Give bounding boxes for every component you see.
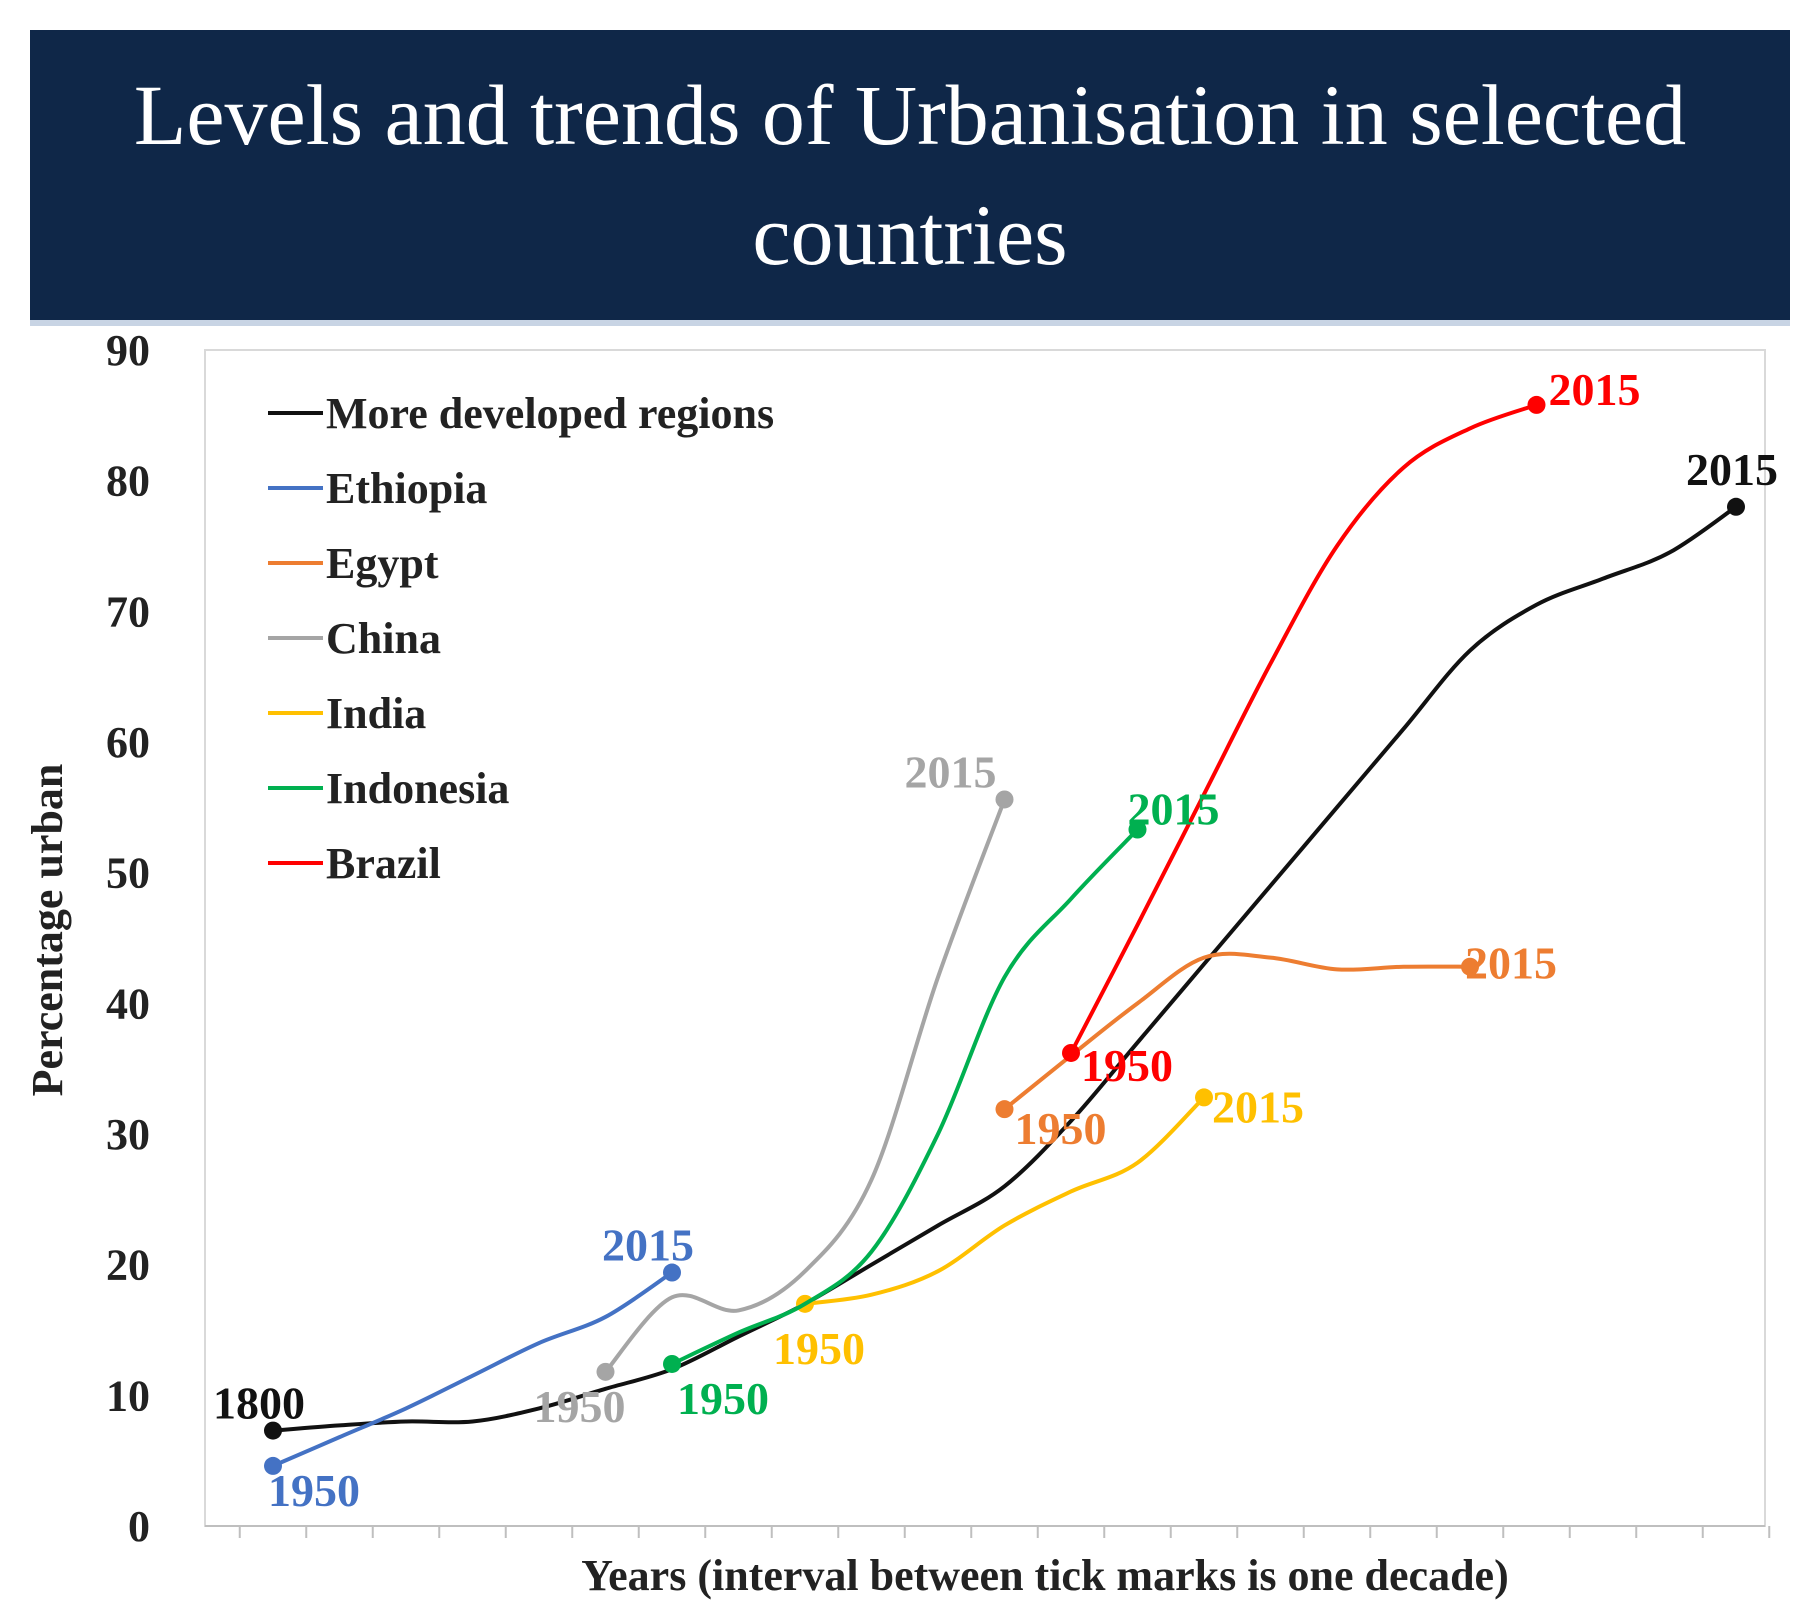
- y-tick-label: 30: [106, 1110, 150, 1159]
- y-tick-label: 50: [106, 849, 150, 898]
- data-point-ethiopia: [264, 1456, 282, 1475]
- legend-label-brazil: Brazil: [326, 839, 441, 888]
- data-point-ethiopia: [663, 1263, 681, 1282]
- data-point-india: [1195, 1088, 1213, 1107]
- point-label-india: 2015: [1212, 1081, 1304, 1132]
- point-label-more-developed-regions: 2015: [1686, 444, 1778, 495]
- data-point-indonesia: [1128, 820, 1147, 839]
- point-label-india: 1950: [773, 1323, 865, 1374]
- point-label-ethiopia: 1950: [268, 1465, 360, 1516]
- y-tick-label: 70: [106, 587, 150, 636]
- y-axis-label: Percentage urban: [23, 764, 72, 1097]
- title-banner: Levels and trends of Urbanisation in sel…: [30, 30, 1790, 320]
- point-label-ethiopia: 2015: [602, 1220, 694, 1271]
- point-label-brazil: 1950: [1081, 1040, 1173, 1091]
- data-point-more-developed-regions: [264, 1421, 282, 1440]
- chart-title: Levels and trends of Urbanisation in sel…: [133, 67, 1687, 283]
- series-line-ethiopia: [271, 1270, 674, 1468]
- legend-label-egypt: Egypt: [326, 539, 439, 588]
- data-point-indonesia: [663, 1354, 681, 1373]
- data-point-brazil: [1062, 1043, 1080, 1062]
- data-point-more-developed-regions: [1727, 497, 1745, 516]
- point-label-china: 1950: [534, 1381, 626, 1432]
- legend: More developed regions Ethiopia Egypt China…: [268, 389, 774, 888]
- y-tick-label: 80: [106, 457, 150, 506]
- legend-label-more-developed-regions: More developed regions: [326, 389, 774, 438]
- point-label-indonesia: 1950: [677, 1373, 769, 1424]
- data-point-brazil: [1527, 395, 1546, 414]
- y-tick-label: 0: [128, 1502, 150, 1551]
- legend-label-indonesia: Indonesia: [326, 764, 509, 813]
- legend-label-ethiopia: Ethiopia: [326, 464, 487, 513]
- legend-label-india: India: [326, 689, 426, 738]
- point-label-china: 2015: [905, 746, 997, 797]
- data-point-egypt: [1461, 957, 1479, 976]
- point-label-egypt: 1950: [1015, 1103, 1107, 1154]
- series-layer: [264, 395, 1745, 1475]
- series-line-indonesia: [670, 827, 1140, 1366]
- point-label-indonesia: 2015: [1128, 784, 1220, 835]
- series-line-india: [803, 1095, 1206, 1306]
- data-point-china: [596, 1362, 615, 1381]
- legend-label-china: China: [326, 614, 441, 663]
- series-line-china: [603, 797, 1007, 1374]
- x-axis-label: Years (interval between tick marks is on…: [581, 1551, 1509, 1600]
- point-label-egypt: 2015: [1465, 938, 1557, 989]
- y-tick-label: 10: [106, 1371, 150, 1420]
- axes-layer: 0 10 20 30 40 50 60 70 80 90: [106, 326, 1771, 1551]
- series-line-brazil: [1069, 402, 1539, 1055]
- series-line-more-developed-regions: [271, 504, 1738, 1433]
- y-tick-label: 90: [106, 326, 150, 375]
- point-label-brazil: 2015: [1549, 364, 1641, 415]
- y-tick-label: 60: [106, 718, 150, 767]
- y-tick-label: 40: [106, 979, 150, 1028]
- y-tick-label: 20: [106, 1241, 150, 1290]
- data-point-china: [995, 790, 1014, 809]
- point-label-more-developed-regions: 1800: [213, 1378, 305, 1429]
- point-label-layer: 1800 2015 1950 2015 1950 2015 1950 2015 1950 2015…: [213, 364, 1778, 1516]
- data-point-egypt: [995, 1100, 1014, 1119]
